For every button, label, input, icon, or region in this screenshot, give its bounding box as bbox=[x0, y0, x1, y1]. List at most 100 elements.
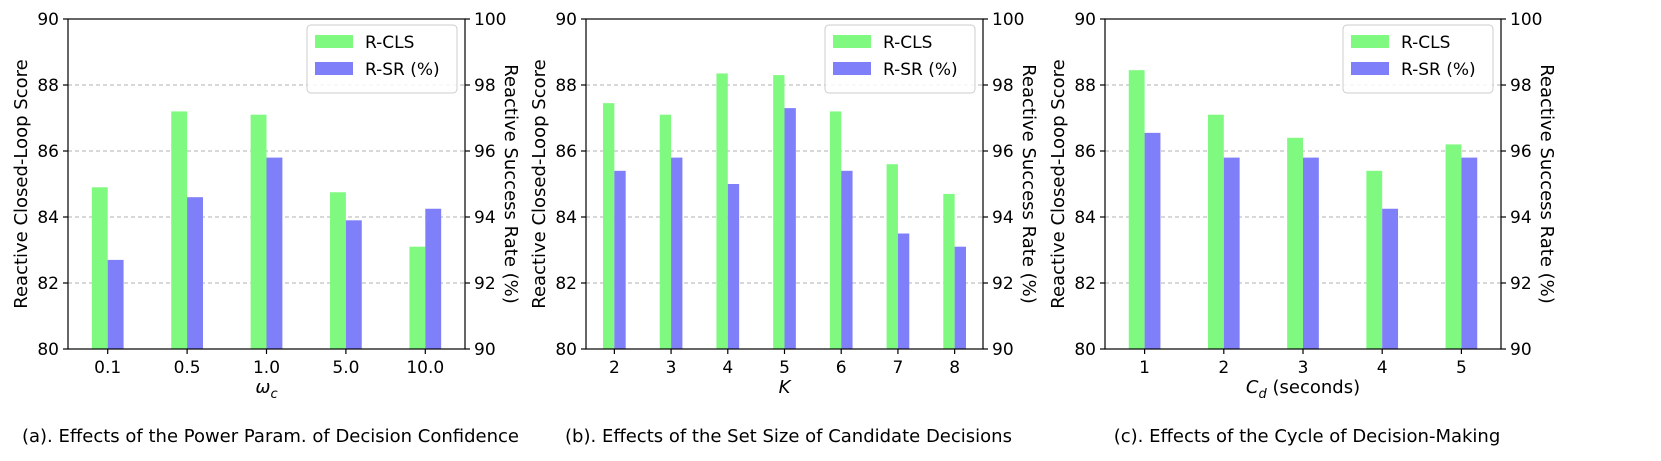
bar-r-sr bbox=[1223, 157, 1240, 349]
bar-r-sr bbox=[425, 208, 442, 349]
y-tick-label: 90 bbox=[1074, 10, 1096, 30]
bar-r-cls bbox=[91, 187, 108, 349]
y-tick-label: 82 bbox=[555, 274, 577, 294]
x-tick-label: 5 bbox=[1456, 358, 1467, 378]
bar-r-cls bbox=[1128, 70, 1145, 350]
y-right-tick-label: 98 bbox=[474, 76, 496, 96]
legend-label: R-SR (%) bbox=[365, 60, 440, 80]
x-tick-label: 8 bbox=[949, 358, 960, 378]
bar-r-sr bbox=[614, 170, 626, 349]
bar-r-cls bbox=[330, 192, 346, 349]
x-tick-label: 1.0 bbox=[253, 358, 280, 378]
y-right-tick-label: 94 bbox=[992, 208, 1014, 228]
x-axis-label-part: d bbox=[1258, 387, 1267, 402]
x-axis-label: K bbox=[779, 377, 792, 398]
bar-r-sr bbox=[1303, 157, 1319, 349]
legend-swatch-r-cls bbox=[833, 35, 871, 48]
x-tick-label: 2 bbox=[1218, 358, 1229, 378]
bar-r-cls bbox=[171, 111, 188, 350]
x-tick-label: 1 bbox=[1139, 358, 1150, 378]
bar-r-sr bbox=[841, 170, 853, 349]
bar-r-sr bbox=[897, 233, 910, 349]
legend-label: R-SR (%) bbox=[1401, 60, 1476, 80]
x-tick-label: 4 bbox=[1377, 358, 1388, 378]
y-right-tick-label: 90 bbox=[474, 340, 496, 360]
y-right-tick-label: 100 bbox=[474, 10, 506, 30]
bar-r-sr bbox=[187, 197, 203, 349]
bar-r-sr bbox=[727, 184, 740, 349]
y-tick-label: 86 bbox=[555, 142, 577, 162]
legend-swatch-r-cls bbox=[315, 35, 353, 48]
y-right-axis-label: Reactive Success Rate (%) bbox=[500, 64, 521, 304]
bar-r-sr bbox=[1144, 132, 1161, 349]
y-right-tick-label: 94 bbox=[474, 208, 496, 228]
x-axis-label-part: ω bbox=[255, 377, 270, 398]
bar-r-cls bbox=[1366, 170, 1383, 349]
legend: R-CLS R-SR (%) bbox=[306, 24, 458, 94]
y-right-tick-label: 98 bbox=[1510, 76, 1532, 96]
y-axis-label: Reactive Closed-Loop Score bbox=[529, 59, 550, 308]
y-tick-label: 88 bbox=[555, 76, 577, 96]
y-right-tick-label: 96 bbox=[992, 142, 1014, 162]
x-tick-label: 6 bbox=[836, 358, 847, 378]
bar-r-cls bbox=[943, 193, 955, 349]
bar-r-cls bbox=[773, 75, 785, 349]
y-right-tick-label: 92 bbox=[474, 274, 496, 294]
y-axis-label: Reactive Closed-Loop Score bbox=[11, 59, 32, 308]
y-tick-label: 82 bbox=[1074, 274, 1096, 294]
y-tick-label: 84 bbox=[555, 208, 577, 228]
panel-caption: (c). Effects of the Cycle of Decision-Ma… bbox=[1114, 426, 1501, 447]
y-tick-label: 80 bbox=[37, 340, 59, 360]
legend-swatch-r-sr bbox=[315, 62, 353, 75]
legend-label: R-CLS bbox=[1401, 33, 1450, 53]
bar-r-cls bbox=[716, 73, 728, 349]
x-axis-label-part: c bbox=[270, 387, 277, 402]
bar-r-sr bbox=[784, 108, 796, 349]
bar-r-sr bbox=[345, 220, 362, 349]
x-tick-label: 5 bbox=[779, 358, 790, 378]
plot-frame bbox=[585, 18, 984, 350]
x-tick-label: 5.0 bbox=[332, 358, 359, 378]
x-tick-label: 3 bbox=[666, 358, 677, 378]
chart-panel-2: 2 3 4 5 6 7 88082848688909092949698100Reactive… bbox=[529, 10, 1039, 447]
x-tick-label: 4 bbox=[722, 358, 733, 378]
bar-r-cls bbox=[1445, 144, 1462, 349]
x-axis-label-part: K bbox=[779, 377, 792, 398]
legend-swatch-r-sr bbox=[1351, 62, 1389, 75]
y-axis-label: Reactive Closed-Loop Score bbox=[1048, 59, 1069, 308]
x-axis-label-part: (seconds) bbox=[1267, 377, 1360, 398]
legend: R-CLS R-SR (%) bbox=[824, 24, 976, 94]
y-right-tick-label: 92 bbox=[992, 274, 1014, 294]
y-tick-label: 86 bbox=[37, 142, 59, 162]
x-axis-label-part: C bbox=[1246, 377, 1259, 398]
bar-r-cls bbox=[829, 111, 842, 350]
x-tick-label: 0.1 bbox=[94, 358, 121, 378]
y-right-tick-label: 90 bbox=[1510, 340, 1532, 360]
chart-panel-1: 0.1 0.5 1.0 5.0 10.0 80 82 84 86 88 90 90 92 94 96 98 10… bbox=[11, 10, 521, 447]
bar-r-cls bbox=[409, 246, 426, 349]
x-axis-label: ωc bbox=[255, 377, 277, 402]
y-tick-label: 84 bbox=[37, 208, 59, 228]
bar-r-cls bbox=[603, 103, 615, 350]
legend-label: R-CLS bbox=[365, 33, 414, 53]
y-tick-label: 80 bbox=[555, 340, 577, 360]
bar-r-sr bbox=[266, 157, 283, 349]
y-right-tick-label: 96 bbox=[474, 142, 496, 162]
y-right-tick-label: 90 bbox=[992, 340, 1014, 360]
y-tick-label: 86 bbox=[1074, 142, 1096, 162]
bar-r-cls bbox=[250, 114, 267, 349]
y-right-axis-label: Reactive Success Rate (%) bbox=[1536, 64, 1557, 304]
legend-swatch-r-sr bbox=[833, 62, 871, 75]
y-right-tick-label: 92 bbox=[1510, 274, 1532, 294]
y-right-tick-label: 96 bbox=[1510, 142, 1532, 162]
bar-r-cls bbox=[1287, 137, 1303, 349]
y-right-tick-label: 100 bbox=[992, 10, 1024, 30]
x-tick-label: 2 bbox=[609, 358, 620, 378]
bar-r-cls bbox=[886, 164, 898, 349]
y-tick-label: 84 bbox=[1074, 208, 1096, 228]
legend: R-CLS R-SR (%) bbox=[1342, 24, 1494, 94]
bar-r-sr bbox=[954, 246, 966, 349]
bar-r-sr bbox=[1461, 157, 1478, 349]
y-tick-label: 88 bbox=[1074, 76, 1096, 96]
